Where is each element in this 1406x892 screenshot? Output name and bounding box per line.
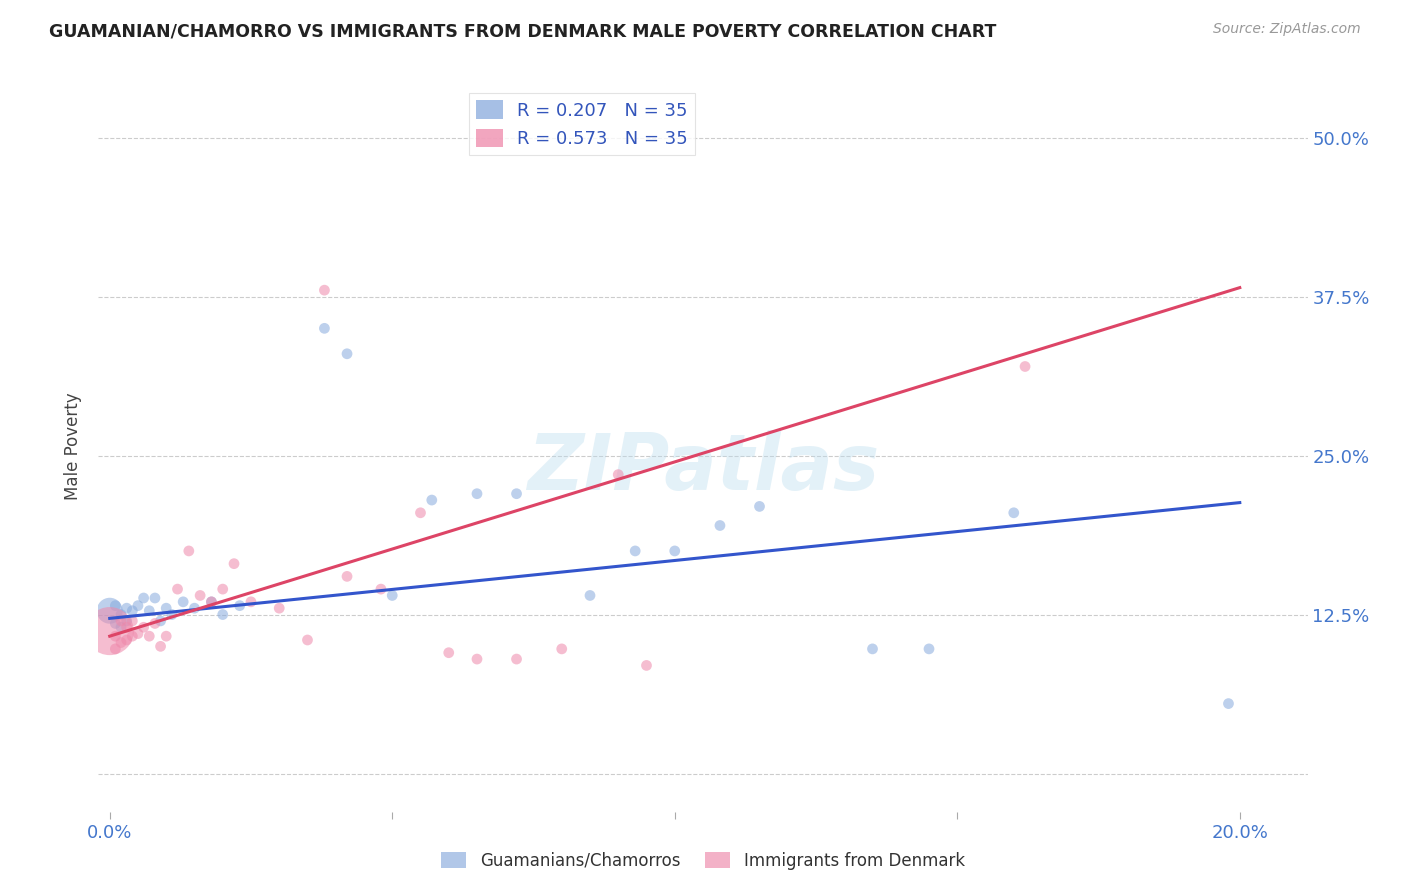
- Point: [409, 506, 432, 520]
- Point: [132, 591, 155, 605]
- Point: [121, 604, 143, 618]
- Point: [240, 595, 263, 609]
- Point: [297, 632, 319, 647]
- Point: [138, 604, 160, 618]
- Point: [104, 616, 127, 631]
- Point: [624, 544, 647, 558]
- Point: [748, 500, 770, 514]
- Point: [551, 641, 574, 656]
- Point: [381, 589, 404, 603]
- Text: GUAMANIAN/CHAMORRO VS IMMIGRANTS FROM DENMARK MALE POVERTY CORRELATION CHART: GUAMANIAN/CHAMORRO VS IMMIGRANTS FROM DE…: [49, 22, 997, 40]
- Point: [172, 595, 194, 609]
- Point: [104, 599, 127, 613]
- Point: [437, 646, 460, 660]
- Point: [110, 614, 132, 628]
- Text: Source: ZipAtlas.com: Source: ZipAtlas.com: [1213, 22, 1361, 37]
- Point: [505, 652, 527, 666]
- Point: [420, 493, 443, 508]
- Point: [636, 658, 658, 673]
- Point: [465, 486, 488, 500]
- Point: [104, 641, 127, 656]
- Point: [115, 614, 138, 628]
- Point: [370, 582, 392, 596]
- Point: [211, 582, 233, 596]
- Point: [269, 601, 291, 615]
- Point: [664, 544, 686, 558]
- Point: [149, 614, 172, 628]
- Point: [336, 347, 359, 361]
- Point: [104, 629, 127, 643]
- Point: [314, 283, 336, 297]
- Point: [155, 601, 177, 615]
- Point: [918, 641, 941, 656]
- Point: [465, 652, 488, 666]
- Point: [211, 607, 233, 622]
- Point: [143, 616, 166, 631]
- Point: [188, 589, 211, 603]
- Point: [1014, 359, 1036, 374]
- Point: [155, 629, 177, 643]
- Point: [607, 467, 630, 482]
- Point: [138, 629, 160, 643]
- Point: [143, 591, 166, 605]
- Text: ZIPatlas: ZIPatlas: [527, 430, 879, 506]
- Point: [177, 544, 200, 558]
- Point: [98, 624, 121, 638]
- Point: [200, 595, 222, 609]
- Legend: Guamanians/Chamorros, Immigrants from Denmark: Guamanians/Chamorros, Immigrants from De…: [434, 846, 972, 877]
- Legend: R = 0.207   N = 35, R = 0.573   N = 35: R = 0.207 N = 35, R = 0.573 N = 35: [468, 93, 696, 155]
- Point: [1218, 697, 1240, 711]
- Point: [110, 620, 132, 634]
- Point: [862, 641, 884, 656]
- Point: [110, 607, 132, 622]
- Point: [505, 486, 527, 500]
- Point: [149, 640, 172, 654]
- Point: [314, 321, 336, 335]
- Point: [115, 620, 138, 634]
- Point: [127, 599, 149, 613]
- Point: [200, 595, 222, 609]
- Point: [115, 632, 138, 647]
- Point: [98, 604, 121, 618]
- Point: [166, 582, 188, 596]
- Point: [110, 635, 132, 649]
- Point: [709, 518, 731, 533]
- Point: [115, 601, 138, 615]
- Point: [1002, 506, 1025, 520]
- Point: [132, 620, 155, 634]
- Point: [127, 626, 149, 640]
- Point: [336, 569, 359, 583]
- Point: [121, 614, 143, 628]
- Y-axis label: Male Poverty: Male Poverty: [65, 392, 83, 500]
- Point: [183, 601, 205, 615]
- Point: [579, 589, 602, 603]
- Point: [160, 607, 183, 622]
- Point: [121, 629, 143, 643]
- Point: [222, 557, 245, 571]
- Point: [228, 599, 250, 613]
